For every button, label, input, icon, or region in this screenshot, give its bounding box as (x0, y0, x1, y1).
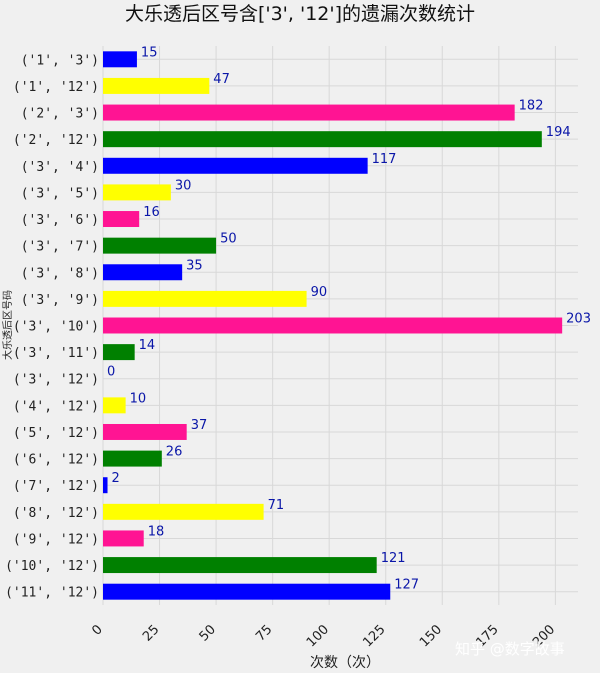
y-tick-label: ('2', '3') (21, 107, 99, 122)
bar (103, 264, 183, 281)
y-tick-label: ('3', '4') (21, 160, 99, 175)
data-label: 203 (566, 312, 591, 327)
y-tick-label: ('7', '12') (13, 479, 99, 494)
y-tick-label: ('3', '6') (21, 213, 99, 228)
y-tick-label: ('11', '12') (5, 586, 99, 601)
bar (103, 423, 187, 440)
bar (103, 477, 108, 494)
data-label: 127 (394, 578, 419, 593)
y-tick-label: ('6', '12') (13, 453, 99, 468)
data-label: 0 (107, 365, 115, 380)
bar (103, 290, 307, 307)
x-tick-label: 150 (417, 622, 445, 650)
x-tick-label: 100 (304, 622, 332, 650)
bar (103, 317, 563, 334)
data-label: 30 (175, 178, 192, 193)
x-tick-label: 75 (253, 622, 275, 644)
data-label: 10 (130, 391, 147, 406)
y-tick-label: ('3', '10') (13, 320, 99, 335)
y-tick-label: ('3', '7') (21, 240, 99, 255)
data-label: 26 (166, 445, 183, 460)
data-label: 18 (148, 524, 165, 539)
x-tick-label: 125 (360, 622, 388, 650)
bar (103, 344, 135, 361)
x-tick-label: 50 (197, 622, 219, 644)
bar (103, 503, 264, 520)
y-tick-label: ('3', '11') (13, 346, 99, 361)
y-tick-label: ('3', '8') (21, 266, 99, 281)
y-tick-label: ('2', '12') (13, 133, 99, 148)
data-label: 47 (213, 72, 230, 87)
data-label: 90 (311, 285, 328, 300)
x-tick-label: 0 (89, 622, 105, 638)
data-label: 117 (372, 152, 397, 167)
y-tick-label: ('8', '12') (13, 506, 99, 521)
y-tick-label: ('10', '12') (5, 559, 99, 574)
bar (103, 237, 217, 254)
data-label: 35 (186, 258, 203, 273)
bar (103, 450, 162, 467)
bar (103, 157, 368, 174)
y-tick-label: ('1', '12') (13, 80, 99, 95)
y-tick-label: ('9', '12') (13, 532, 99, 547)
x-tick-label: 25 (140, 622, 162, 644)
y-tick-label: ('4', '12') (13, 399, 99, 414)
bars (103, 51, 563, 600)
data-label: 50 (220, 232, 237, 247)
data-label: 37 (191, 418, 208, 433)
bar (103, 397, 126, 414)
chart-title: 大乐透后区号含['3', '12']的遗漏次数统计 (125, 3, 475, 25)
watermark: 知乎 @数字故事 (455, 640, 565, 658)
x-axis-label: 次数（次） (310, 655, 380, 671)
bar (103, 184, 171, 201)
y-axis-label: 大乐透后区号码 (1, 290, 14, 360)
bar (103, 51, 137, 68)
bar (103, 131, 542, 148)
bar (103, 77, 210, 94)
data-label: 14 (139, 338, 156, 353)
y-tick-label: ('3', '9') (21, 293, 99, 308)
data-label: 182 (519, 99, 544, 114)
data-label: 121 (381, 551, 406, 566)
bar (103, 583, 391, 600)
y-tick-label: ('1', '3') (21, 53, 99, 68)
data-label: 71 (268, 498, 285, 513)
bar (103, 530, 144, 547)
y-tick-label: ('5', '12') (13, 426, 99, 441)
bar (103, 557, 377, 574)
data-label: 16 (143, 205, 160, 220)
y-tick-label: ('3', '5') (21, 186, 99, 201)
bar (103, 104, 515, 121)
data-label: 15 (141, 45, 158, 60)
y-tick-label: ('3', '12') (13, 373, 99, 388)
data-label: 2 (112, 471, 120, 486)
data-label: 194 (546, 125, 571, 140)
y-tick-labels: ('1', '3') ('1', '12') ('2', '3') ('2', '12… (5, 53, 99, 600)
bar (103, 211, 140, 228)
